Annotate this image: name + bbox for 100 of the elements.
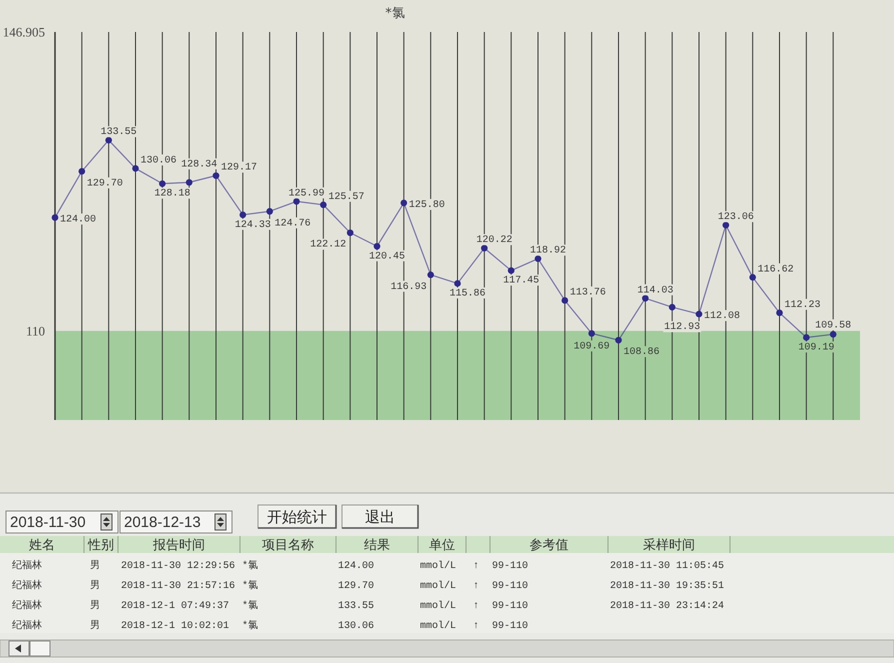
text: 报告时间 <box>152 538 205 553</box>
date-input: 2018-12-13 <box>120 510 232 534</box>
point <box>481 244 488 252</box>
data-label: 129.70 <box>86 178 123 190</box>
data-label: 129.17 <box>221 162 258 174</box>
text: ↑ <box>473 561 480 572</box>
text: 采样时间 <box>643 538 695 553</box>
text: 参考值 <box>530 538 568 553</box>
text: 单位 <box>429 538 455 553</box>
point <box>642 294 649 302</box>
point <box>696 310 702 318</box>
chart-title: *氯 <box>385 6 405 21</box>
text: 99-110 <box>492 621 528 632</box>
data-label: 128.18 <box>154 188 190 200</box>
data-label: 109.19 <box>798 342 834 354</box>
point <box>562 297 568 304</box>
data-label: 112.23 <box>784 300 821 311</box>
text: *氯 <box>242 620 258 632</box>
text: 结果 <box>364 538 390 553</box>
data-label: 109.69 <box>574 341 610 352</box>
data-label: 130.06 <box>140 155 177 166</box>
text: ↑ <box>473 621 480 632</box>
data-label: 125.80 <box>408 200 445 211</box>
text: 2018-11-30 12:29:56 <box>121 561 236 572</box>
data-label: 116.62 <box>758 264 794 276</box>
text: 男 <box>90 580 100 592</box>
text: mmol/L <box>420 620 456 632</box>
text: 项目名称 <box>262 538 314 553</box>
point <box>346 229 354 236</box>
data-label: 128.34 <box>181 159 218 170</box>
point <box>668 304 676 310</box>
point <box>803 334 810 341</box>
point <box>722 222 730 228</box>
text: 姓名 <box>29 538 55 553</box>
point <box>776 310 783 316</box>
text: 99-110 <box>492 561 528 572</box>
point <box>132 165 139 172</box>
point <box>78 168 86 175</box>
text: 129.70 <box>338 581 374 592</box>
point <box>508 267 514 274</box>
data-label: 112.93 <box>664 322 700 334</box>
data-label: 115.86 <box>450 288 486 300</box>
text: *氯 <box>242 580 258 592</box>
data-label: 118.92 <box>530 246 566 257</box>
text: *氯 <box>242 560 258 572</box>
point <box>400 200 408 206</box>
text: 2018-11-30 21:57:16 <box>121 581 236 592</box>
data-label: 124.00 <box>60 214 96 226</box>
text: ↑ <box>473 601 480 612</box>
y-tick-label: 146.905 <box>2 24 45 40</box>
data-label: 112.08 <box>704 311 740 322</box>
data-label: 113.76 <box>570 287 606 298</box>
data-label: 122.12 <box>310 240 346 251</box>
point <box>186 179 192 186</box>
point <box>159 180 166 187</box>
point <box>320 202 327 208</box>
data-label: 116.93 <box>390 282 427 293</box>
text: 99-110 <box>492 581 528 592</box>
text: 男 <box>90 600 100 612</box>
text: 2018-11-30 11:05:45 <box>610 561 724 572</box>
point <box>293 198 300 205</box>
data-label: 114.03 <box>637 285 674 296</box>
text: 124.00 <box>338 561 374 572</box>
y-tick-label: 110 <box>26 323 45 338</box>
text: 纪福林 <box>12 579 42 592</box>
point <box>266 208 273 215</box>
point <box>427 271 434 278</box>
data-label: 125.99 <box>288 188 325 200</box>
point <box>749 274 756 281</box>
point <box>454 280 461 287</box>
data-label: 124.76 <box>274 218 311 230</box>
text: 纪福林 <box>12 619 42 632</box>
text: *氯 <box>242 600 258 612</box>
text: 纪福林 <box>12 559 42 572</box>
point <box>212 172 220 179</box>
point <box>830 331 836 338</box>
button: 退出 <box>342 504 419 529</box>
data-label: 125.57 <box>328 192 364 203</box>
text: 2018-11-30 19:35:51 <box>610 581 724 592</box>
text: 99-110 <box>492 601 528 612</box>
data-label: 133.55 <box>100 127 137 138</box>
data-label: 123.06 <box>718 212 754 224</box>
point <box>615 336 622 344</box>
text: 2018-12-1 07:49:37 <box>121 601 230 612</box>
text: mmol/L <box>420 560 456 572</box>
point <box>52 214 58 221</box>
text: 纪福林 <box>12 599 42 612</box>
data-label: 109.58 <box>815 320 852 332</box>
text: 男 <box>90 620 100 632</box>
point <box>240 212 246 218</box>
point <box>534 255 542 262</box>
text: 133.55 <box>338 601 374 612</box>
text: mmol/L <box>420 600 456 612</box>
text: 性别 <box>87 538 114 553</box>
text: 男 <box>90 560 100 572</box>
data-label: 120.45 <box>369 251 406 262</box>
data-label: 108.86 <box>624 347 660 358</box>
text: mmol/L <box>420 580 456 592</box>
data-label: 120.22 <box>476 235 512 246</box>
data-label: 117.45 <box>503 276 540 287</box>
